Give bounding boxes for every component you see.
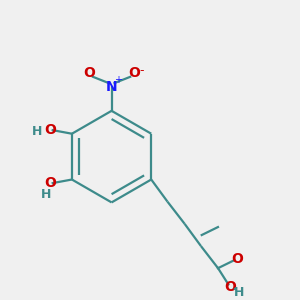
Text: O: O: [224, 280, 236, 294]
Text: O: O: [231, 252, 243, 266]
Text: H: H: [32, 125, 43, 138]
Text: O: O: [44, 176, 56, 190]
Text: +: +: [114, 75, 122, 85]
Text: O: O: [44, 123, 56, 137]
Text: O: O: [128, 66, 140, 80]
Text: -: -: [140, 64, 144, 77]
Text: O: O: [83, 66, 95, 80]
Text: N: N: [106, 80, 117, 94]
Text: H: H: [41, 188, 51, 201]
Text: H: H: [233, 286, 244, 299]
Text: ·: ·: [231, 281, 236, 299]
